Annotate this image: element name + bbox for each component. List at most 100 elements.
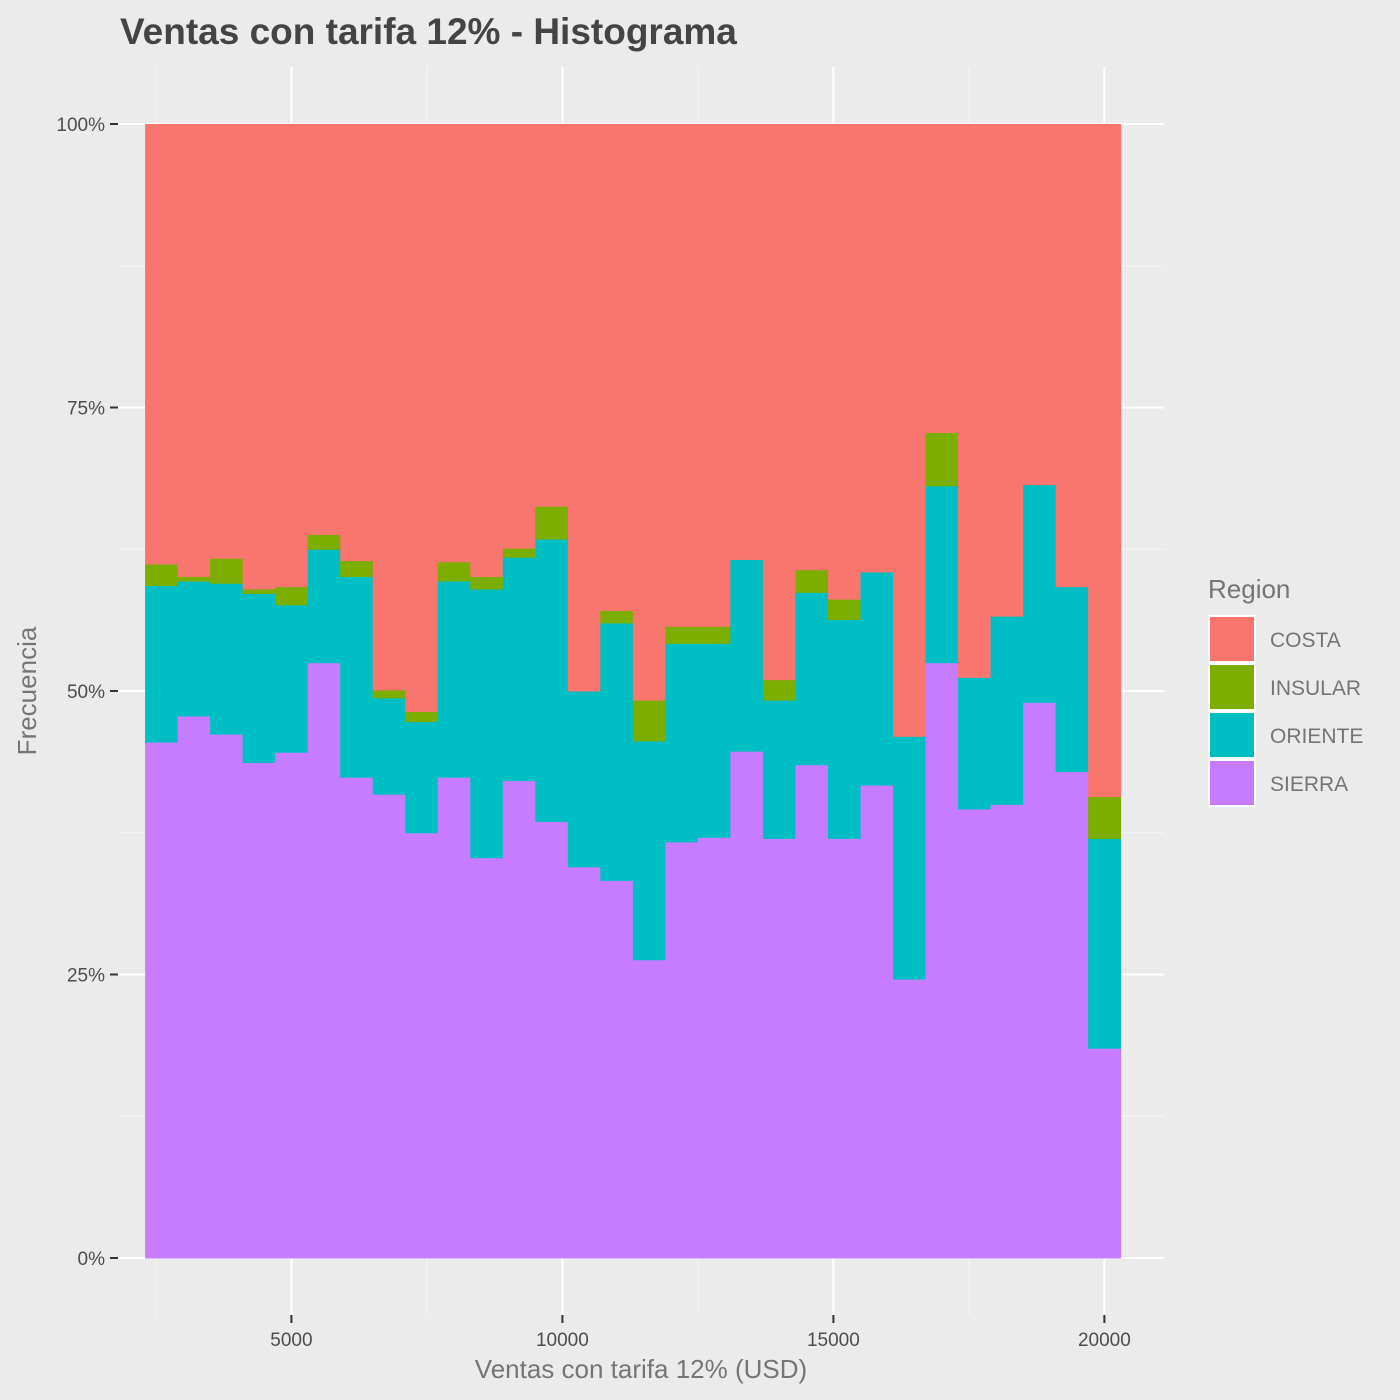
bar-sierra — [600, 880, 634, 1259]
bar-insular — [925, 432, 959, 487]
x-axis-title: Ventas con tarifa 12% (USD) — [475, 1354, 807, 1384]
bar-costa — [437, 124, 471, 563]
bar-costa — [1088, 124, 1122, 797]
x-tick-label: 5000 — [270, 1330, 312, 1351]
bar-insular — [242, 588, 276, 594]
legend-key-insular — [1208, 663, 1256, 711]
bar-oriente — [958, 677, 992, 810]
bar-sierra — [372, 794, 406, 1259]
bar-costa — [893, 124, 927, 737]
bar-sierra — [535, 821, 569, 1259]
y-tick-label: 100% — [56, 115, 105, 136]
bar-oriente — [632, 740, 666, 961]
y-tick-label: 50% — [67, 682, 105, 703]
bar-sierra — [437, 777, 471, 1259]
bar-costa — [860, 124, 894, 573]
bar-oriente — [893, 736, 927, 980]
bar-insular — [405, 711, 439, 723]
legend-key-costa — [1208, 615, 1256, 663]
bar-costa — [827, 124, 861, 600]
legend-label-costa: COSTA — [1270, 629, 1341, 652]
histogram-bars — [145, 124, 1122, 1259]
bar-costa — [1055, 124, 1089, 588]
bar-oriente — [275, 604, 309, 753]
bar-costa — [567, 124, 601, 692]
bar-sierra — [1055, 771, 1089, 1259]
bar-oriente — [697, 643, 731, 838]
bar-costa — [405, 124, 439, 712]
bar-insular — [437, 561, 471, 582]
bar-costa — [177, 124, 211, 577]
bar-sierra — [145, 742, 179, 1259]
bar-sierra — [958, 808, 992, 1259]
bar-insular — [372, 689, 406, 699]
bar-sierra — [762, 838, 796, 1259]
bar-insular — [502, 548, 536, 558]
bar-sierra — [697, 837, 731, 1259]
bar-insular — [1088, 796, 1122, 839]
bar-oriente — [925, 485, 959, 664]
legend-key-oriente — [1208, 711, 1256, 759]
bar-insular — [535, 506, 569, 540]
bar-insular — [632, 700, 666, 742]
bar-costa — [665, 124, 699, 627]
bar-insular — [145, 563, 179, 587]
legend-label-insular: INSULAR — [1270, 677, 1361, 700]
bar-costa — [535, 124, 569, 507]
bar-costa — [275, 124, 309, 588]
bar-oriente — [1088, 838, 1122, 1049]
bar-insular — [762, 679, 796, 701]
bar-insular — [307, 534, 341, 550]
bar-oriente — [990, 616, 1024, 805]
bar-costa — [697, 124, 731, 627]
axes: 0% 25% 50% 75% 100% 5000 10000 15000 20000 — [56, 115, 1130, 1351]
bar-sierra — [567, 866, 601, 1259]
bar-sierra — [307, 662, 341, 1259]
legend-label-sierra: SIERRA — [1270, 773, 1348, 796]
bar-sierra — [502, 780, 536, 1259]
bar-oriente — [307, 549, 341, 664]
x-tick-label: 20000 — [1078, 1330, 1131, 1351]
bar-sierra — [470, 857, 504, 1259]
bar-oriente — [762, 700, 796, 839]
bar-costa — [730, 124, 764, 560]
legend-title: Region — [1208, 574, 1290, 604]
bar-oriente — [372, 697, 406, 795]
bar-sierra — [242, 762, 276, 1259]
bar-oriente — [827, 619, 861, 839]
bar-costa — [958, 124, 992, 678]
bar-sierra — [210, 734, 244, 1259]
bar-sierra — [827, 838, 861, 1259]
bar-oriente — [502, 557, 536, 782]
x-tick-label: 10000 — [536, 1330, 589, 1351]
bar-insular — [177, 576, 211, 582]
y-tick-label: 75% — [67, 399, 105, 420]
bar-sierra — [177, 715, 211, 1259]
y-tick-label: 25% — [67, 966, 105, 987]
bar-oriente — [145, 585, 179, 743]
bar-costa — [1023, 124, 1057, 486]
chart-title: Ventas con tarifa 12% - Histograma — [120, 11, 737, 52]
bar-costa — [632, 124, 666, 701]
bar-sierra — [405, 832, 439, 1259]
bar-costa — [502, 124, 536, 549]
bar-sierra — [990, 804, 1024, 1259]
bar-sierra — [275, 752, 309, 1259]
bar-oriente — [437, 581, 471, 778]
bar-sierra — [340, 777, 374, 1259]
bar-costa — [600, 124, 634, 611]
bar-sierra — [893, 979, 927, 1259]
bar-oriente — [567, 691, 601, 868]
bar-oriente — [210, 583, 244, 735]
bar-oriente — [340, 576, 374, 778]
bar-sierra — [795, 764, 829, 1259]
bar-costa — [210, 124, 244, 559]
bar-costa — [340, 124, 374, 562]
bar-sierra — [1023, 702, 1057, 1259]
bar-oriente — [535, 539, 569, 822]
bar-insular — [827, 599, 861, 621]
bar-oriente — [665, 643, 699, 843]
bar-costa — [307, 124, 341, 536]
bar-insular — [210, 558, 244, 584]
